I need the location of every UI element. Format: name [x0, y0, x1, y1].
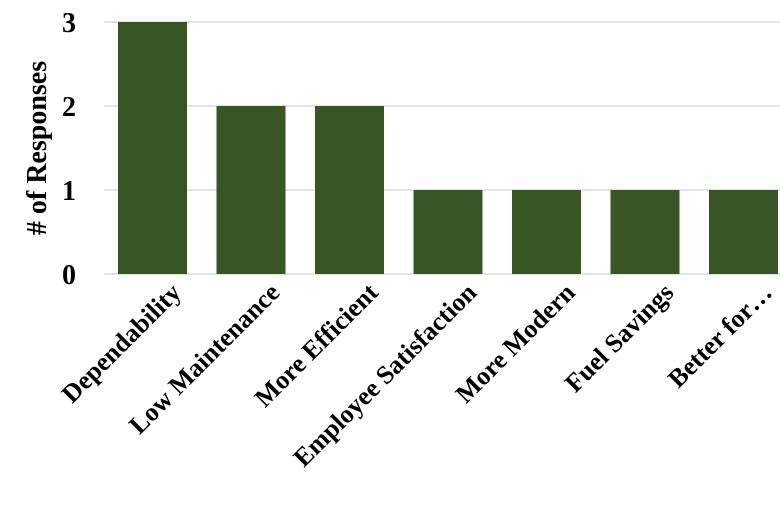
- bar: [315, 106, 384, 274]
- bar: [216, 106, 286, 274]
- bar: [709, 190, 778, 274]
- y-tick-label: 3: [62, 8, 76, 39]
- x-category-label: Better for…: [662, 278, 778, 394]
- bar: [512, 190, 581, 274]
- x-category-label: Employee Satisfaction: [288, 277, 483, 472]
- y-tick-label: 0: [62, 260, 76, 291]
- y-tick-labels: 0 1 2 3: [62, 8, 76, 291]
- bar: [118, 22, 187, 274]
- y-axis-title: # of Responses: [22, 61, 53, 235]
- bar: [413, 190, 483, 274]
- y-tick-label: 1: [62, 176, 76, 207]
- bar: [610, 190, 680, 274]
- bars: [118, 22, 778, 274]
- y-tick-label: 2: [62, 92, 76, 123]
